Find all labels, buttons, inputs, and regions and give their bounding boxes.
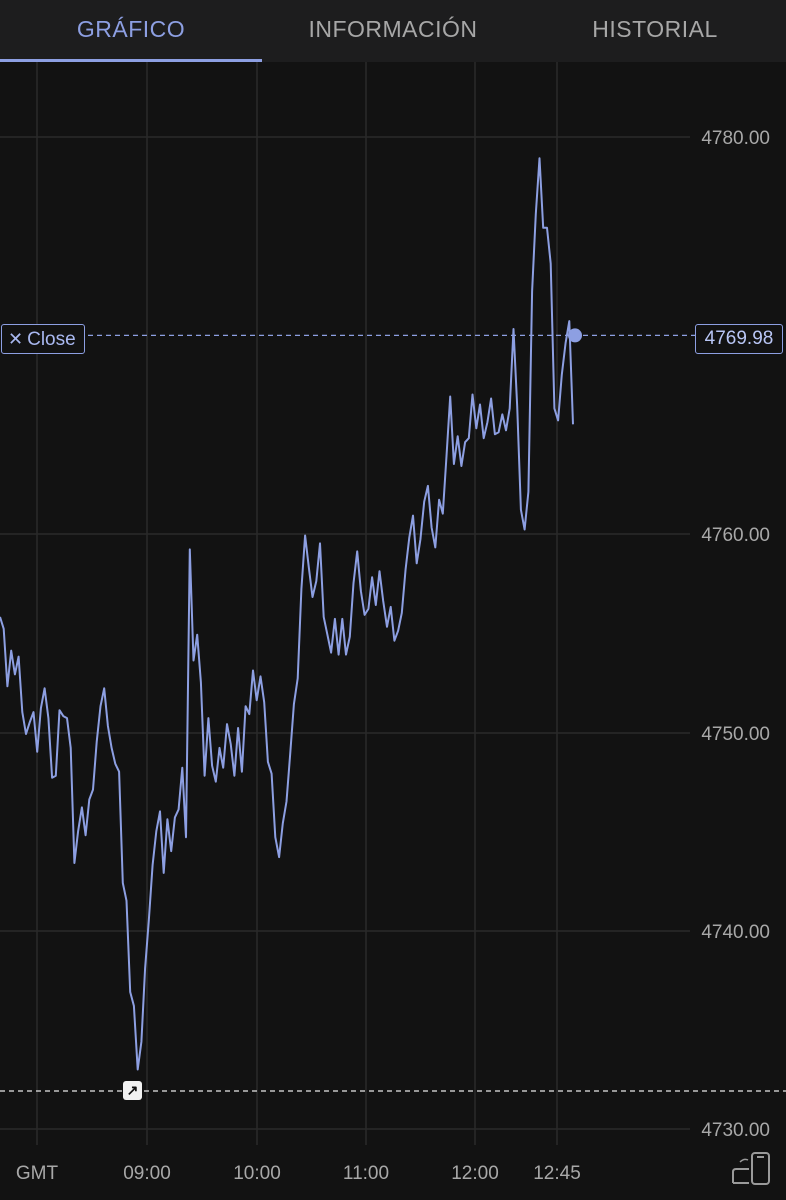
close-label: Close [27,329,76,350]
x-tick-label: 12:00 [451,1163,499,1184]
x-tick-label: 12:45 [533,1163,581,1184]
close-x-icon: ✕ [8,329,24,349]
close-button[interactable]: ✕ Close [1,324,85,354]
x-axis-labels: GMT 09:00 10:00 11:00 12:00 12:45 [16,1163,581,1184]
y-tick-label: 4740.00 [701,922,770,943]
x-tick-label: 09:00 [123,1163,171,1184]
chart-grid [0,62,690,1145]
y-tick-label: 4760.00 [701,525,770,546]
price-chart[interactable]: 4780.00 4760.00 4750.00 4740.00 4730.00 GMT 0… [0,62,786,1200]
tab-informacion[interactable]: INFORMACIÓN [308,16,478,42]
arrow-up-right-icon[interactable]: ↗ [123,1081,142,1100]
price-series-line [0,157,574,1071]
rotate-device-icon[interactable] [730,1152,774,1186]
x-tick-label: 10:00 [233,1163,281,1184]
y-tick-label: 4730.00 [701,1120,770,1141]
y-tick-label: 4780.00 [701,128,770,149]
y-tick-label: 4750.00 [701,724,770,745]
tab-grafico[interactable]: GRÁFICO [76,16,186,42]
current-price-badge: 4769.98 [695,324,783,354]
y-axis-labels: 4780.00 4760.00 4750.00 4740.00 4730.00 [701,128,770,1141]
tab-historial[interactable]: HISTORIAL [592,16,718,42]
active-tab-indicator [0,59,262,62]
last-price-point [568,328,582,343]
x-tick-label: GMT [16,1163,59,1184]
tab-bar: GRÁFICO INFORMACIÓN HISTORIAL [0,0,786,62]
x-tick-label: 11:00 [343,1163,389,1184]
